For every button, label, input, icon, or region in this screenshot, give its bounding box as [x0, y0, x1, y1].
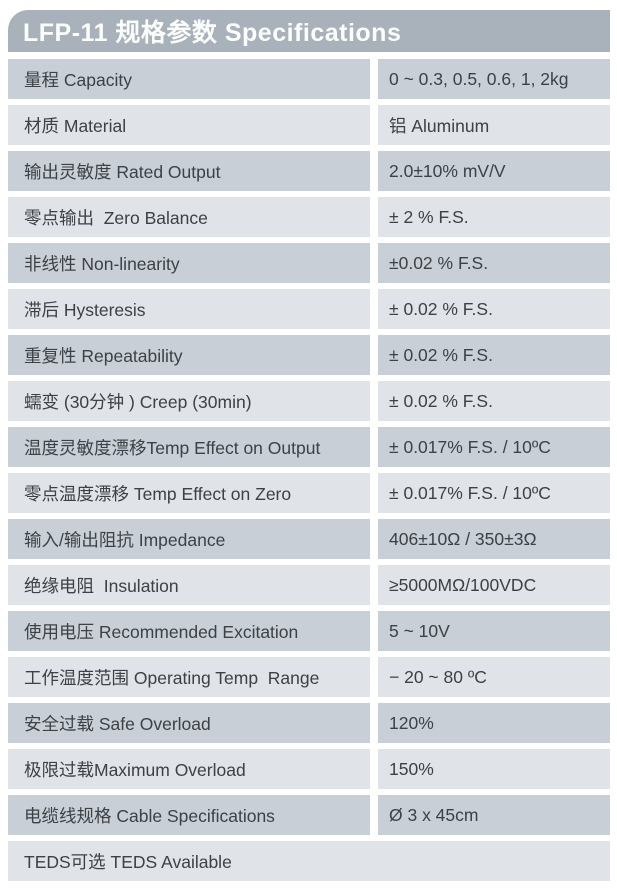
row-label: 安全过载 Safe Overload — [8, 703, 370, 743]
row-value: 150% — [378, 749, 610, 789]
row-label: TEDS可选 TEDS Available — [8, 841, 610, 881]
table-row-operating-temp-range: 工作温度范围 Operating Temp Range − 20 ~ 80 ºC — [8, 657, 610, 697]
table-row-impedance: 输入/输出阻抗 Impedance 406±10Ω / 350±3Ω — [8, 519, 610, 559]
row-label: 重复性 Repeatability — [8, 335, 370, 375]
row-label: 材质 Material — [8, 105, 370, 145]
table-row-temp-effect-zero: 零点温度漂移 Temp Effect on Zero ± 0.017% F.S.… — [8, 473, 610, 513]
table-row-material: 材质 Material 铝 Aluminum — [8, 105, 610, 145]
table-row-excitation: 使用电压 Recommended Excitation 5 ~ 10V — [8, 611, 610, 651]
row-value: ± 0.02 % F.S. — [378, 289, 610, 329]
table-row-safe-overload: 安全过载 Safe Overload 120% — [8, 703, 610, 743]
row-value: 120% — [378, 703, 610, 743]
row-label: 零点输出 Zero Balance — [8, 197, 370, 237]
table-row-teds-available: TEDS可选 TEDS Available — [8, 841, 610, 881]
row-value: ± 2 % F.S. — [378, 197, 610, 237]
row-label: 非线性 Non-linearity — [8, 243, 370, 283]
table-row-cable-specifications: 电缆线规格 Cable Specifications Ø 3 x 45cm — [8, 795, 610, 835]
row-value: 0 ~ 0.3, 0.5, 0.6, 1, 2kg — [378, 59, 610, 99]
row-label: 滞后 Hysteresis — [8, 289, 370, 329]
row-label: 温度灵敏度漂移Temp Effect on Output — [8, 427, 370, 467]
row-value: ± 0.017% F.S. / 10ºC — [378, 427, 610, 467]
table-row-zero-balance: 零点输出 Zero Balance ± 2 % F.S. — [8, 197, 610, 237]
row-label: 使用电压 Recommended Excitation — [8, 611, 370, 651]
table-row-hysteresis: 滞后 Hysteresis ± 0.02 % F.S. — [8, 289, 610, 329]
row-label: 绝缘电阻 Insulation — [8, 565, 370, 605]
row-value: ± 0.02 % F.S. — [378, 381, 610, 421]
table-row-non-linearity: 非线性 Non-linearity ±0.02 % F.S. — [8, 243, 610, 283]
row-value: ±0.02 % F.S. — [378, 243, 610, 283]
row-value: ± 0.017% F.S. / 10ºC — [378, 473, 610, 513]
table-title: LFP-11 规格参数 Specifications — [8, 10, 610, 52]
row-label: 输入/输出阻抗 Impedance — [8, 519, 370, 559]
row-label: 极限过载Maximum Overload — [8, 749, 370, 789]
row-value: 铝 Aluminum — [378, 105, 610, 145]
spec-sheet: LFP-11 规格参数 Specifications 量程 Capacity 0… — [8, 10, 610, 881]
row-value: 5 ~ 10V — [378, 611, 610, 651]
table-row-insulation: 绝缘电阻 Insulation ≥5000MΩ/100VDC — [8, 565, 610, 605]
row-label: 零点温度漂移 Temp Effect on Zero — [8, 473, 370, 513]
table-row-rated-output: 输出灵敏度 Rated Output 2.0±10% mV/V — [8, 151, 610, 191]
table-row-temp-effect-output: 温度灵敏度漂移Temp Effect on Output ± 0.017% F.… — [8, 427, 610, 467]
table-row-maximum-overload: 极限过载Maximum Overload 150% — [8, 749, 610, 789]
spec-table: 量程 Capacity 0 ~ 0.3, 0.5, 0.6, 1, 2kg 材质… — [8, 59, 610, 881]
table-row-repeatability: 重复性 Repeatability ± 0.02 % F.S. — [8, 335, 610, 375]
row-value: ± 0.02 % F.S. — [378, 335, 610, 375]
table-row-creep: 蠕变 (30分钟 ) Creep (30min) ± 0.02 % F.S. — [8, 381, 610, 421]
table-row-capacity: 量程 Capacity 0 ~ 0.3, 0.5, 0.6, 1, 2kg — [8, 59, 610, 99]
row-label: 工作温度范围 Operating Temp Range — [8, 657, 370, 697]
row-value: 406±10Ω / 350±3Ω — [378, 519, 610, 559]
row-label: 电缆线规格 Cable Specifications — [8, 795, 370, 835]
row-label: 蠕变 (30分钟 ) Creep (30min) — [8, 381, 370, 421]
row-value: − 20 ~ 80 ºC — [378, 657, 610, 697]
row-label: 量程 Capacity — [8, 59, 370, 99]
row-value: ≥5000MΩ/100VDC — [378, 565, 610, 605]
row-label: 输出灵敏度 Rated Output — [8, 151, 370, 191]
row-value: 2.0±10% mV/V — [378, 151, 610, 191]
row-value: Ø 3 x 45cm — [378, 795, 610, 835]
